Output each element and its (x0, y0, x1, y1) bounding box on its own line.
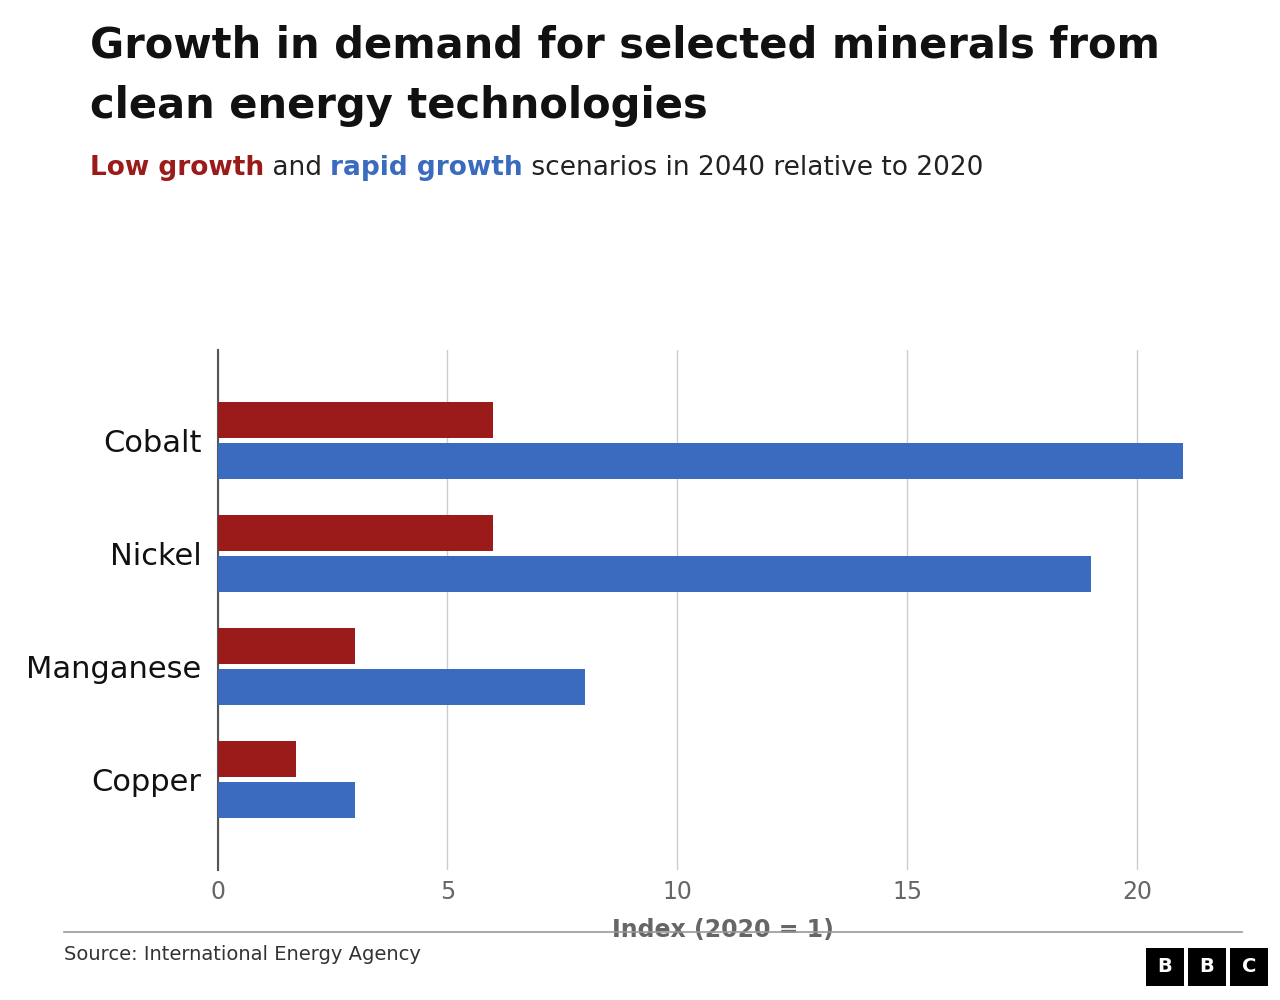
Bar (218, 402, 493, 438)
Bar (218, 443, 1183, 479)
Text: scenarios in 2040 relative to 2020: scenarios in 2040 relative to 2020 (522, 155, 983, 181)
Text: Low growth: Low growth (90, 155, 264, 181)
Bar (218, 782, 356, 818)
X-axis label: Index (2020 = 1): Index (2020 = 1) (612, 918, 835, 942)
Bar (218, 628, 356, 664)
Text: and: and (264, 155, 330, 181)
Text: B: B (1199, 958, 1215, 976)
Text: clean energy technologies: clean energy technologies (90, 85, 708, 127)
Bar (218, 669, 585, 705)
Text: B: B (1157, 958, 1172, 976)
Text: rapid growth: rapid growth (330, 155, 522, 181)
Bar (218, 515, 493, 551)
Bar (218, 741, 296, 777)
Text: Growth in demand for selected minerals from: Growth in demand for selected minerals f… (90, 25, 1160, 67)
Text: Source: International Energy Agency: Source: International Energy Agency (64, 945, 421, 964)
Text: C: C (1242, 958, 1257, 976)
Bar (218, 556, 1091, 592)
